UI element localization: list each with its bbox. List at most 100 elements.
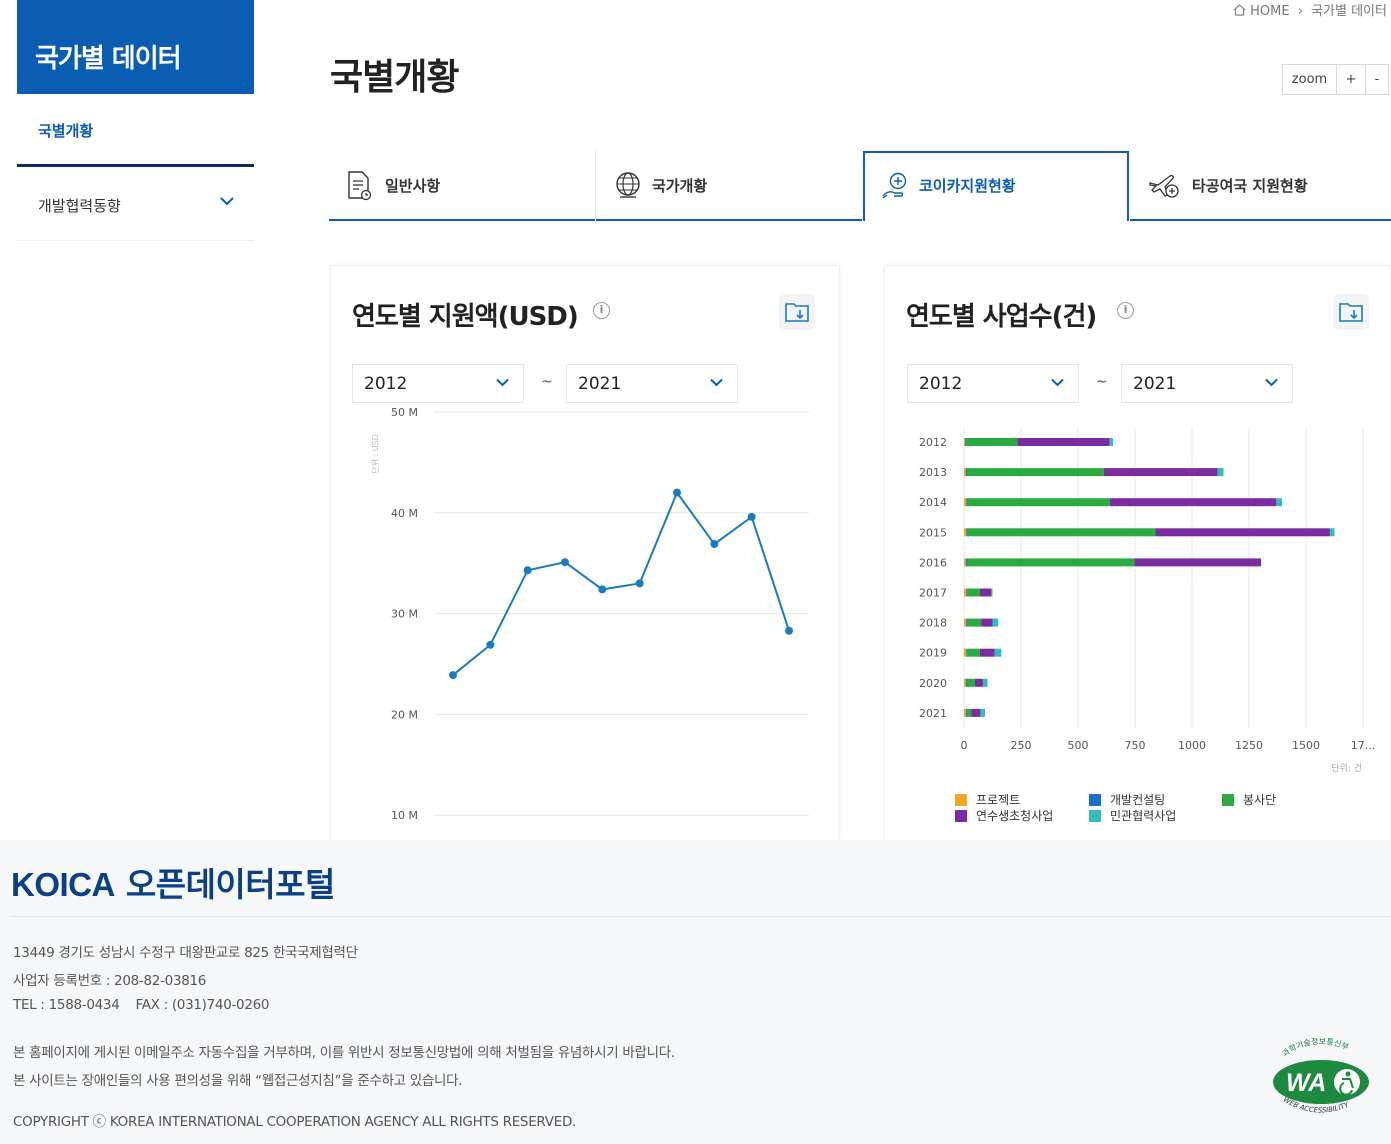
y-tick-label: 2014 xyxy=(919,496,947,509)
footer: KOICA 오픈데이터포털 13449 경기도 성남시 수정구 대왕판교로 82… xyxy=(0,840,1391,1144)
tab-label: 국가개황 xyxy=(652,177,708,195)
sidebar-item-label: 개발협력동향 xyxy=(38,197,121,215)
tab-general[interactable]: 일반사항 xyxy=(329,151,595,221)
bar-segment xyxy=(971,708,981,717)
x-tick-label: 1500 xyxy=(1292,739,1320,752)
select-value: 2021 xyxy=(1133,374,1177,394)
tab-country[interactable]: 국가개황 xyxy=(596,151,862,221)
zoom-out-button[interactable]: - xyxy=(1374,72,1380,87)
year-from-select[interactable]: 2012 xyxy=(907,364,1079,403)
bar-segment xyxy=(964,528,967,537)
bar-segment xyxy=(1109,438,1114,446)
bar-segment xyxy=(979,588,992,597)
zoom-label: zoom xyxy=(1283,65,1337,94)
chevron-down-icon xyxy=(496,378,509,387)
bar-segment xyxy=(965,558,967,567)
data-point xyxy=(598,585,607,594)
bar-segment xyxy=(982,678,988,687)
bar-segment xyxy=(981,618,993,627)
select-value: 2021 xyxy=(578,374,622,394)
download-button[interactable] xyxy=(1333,294,1369,330)
select-value: 2012 xyxy=(919,374,963,394)
web-accessibility-mark: 과학기술정보통신부 WA WEB ACCESSIBILITY xyxy=(1273,1038,1369,1115)
data-point xyxy=(673,488,681,497)
panel-title: 연도별 지원액(USD) xyxy=(352,302,579,332)
chevron-down-icon xyxy=(1051,378,1064,387)
chevron-down-icon xyxy=(220,197,234,206)
y-tick-label: 50 M xyxy=(391,406,418,419)
bar-segment xyxy=(964,438,966,446)
zoom-in-button[interactable]: + xyxy=(1337,65,1366,94)
bar-segment xyxy=(964,678,966,687)
zoom-control: zoom + - xyxy=(1282,64,1389,95)
bar-chart: 0 250 500 750 1000 1250 1500 17... 단위: 건 2012 2013… xyxy=(919,427,1376,823)
home-icon[interactable] xyxy=(1233,4,1246,16)
x-tick-label: 17... xyxy=(1351,739,1376,752)
y-tick-label: 2018 xyxy=(919,617,947,630)
bar-segment xyxy=(967,498,1110,507)
tab-koica-support[interactable]: 코이카지원현황 xyxy=(863,151,1129,221)
data-point xyxy=(523,566,532,575)
series-line xyxy=(452,490,790,676)
y-tick-label: 2020 xyxy=(919,677,947,690)
wa-mark: WA xyxy=(1286,1069,1326,1097)
data-point xyxy=(785,626,793,635)
y-tick-label: 2017 xyxy=(919,587,947,600)
data-point xyxy=(561,558,569,567)
info-icon[interactable]: i xyxy=(1117,302,1134,319)
bar-segment xyxy=(979,648,995,657)
sidebar-item-trends[interactable]: 개발협력동향 xyxy=(17,167,254,241)
y-tick-label: 20 M xyxy=(391,708,418,721)
logo-portal: 오픈데이터포털 xyxy=(125,865,336,904)
panel-support-amount: 연도별 지원액(USD) i 2012 ~ 2021 단위 : USD 50 M 4… xyxy=(330,265,840,840)
bar-segment xyxy=(966,438,1018,446)
footer-divider xyxy=(11,916,1391,917)
sidebar-item-overview[interactable]: 국별개황 xyxy=(17,94,254,167)
bar-segment xyxy=(1109,498,1277,507)
page-title: 국별개황 xyxy=(330,57,459,98)
x-tick-label: 1000 xyxy=(1178,739,1206,752)
bar-segment xyxy=(964,468,966,477)
tab-other-donors[interactable]: 타공여국 지원현황 xyxy=(1130,151,1391,221)
year-to-select[interactable]: 2021 xyxy=(1121,364,1293,403)
x-tick-label: 250 xyxy=(1011,739,1032,752)
bar-segment xyxy=(966,558,1135,567)
document-icon xyxy=(348,171,372,201)
year-from-select[interactable]: 2012 xyxy=(352,364,524,403)
bar-segment xyxy=(967,648,980,657)
year-to-select[interactable]: 2021 xyxy=(566,364,738,403)
y-tick-label: 2016 xyxy=(919,556,947,569)
y-tick-label: 30 M xyxy=(391,608,418,621)
x-tick-label: 500 xyxy=(1068,739,1089,752)
y-tick-label: 2021 xyxy=(919,707,947,720)
tab-label: 코이카지원현황 xyxy=(919,177,1016,195)
bar-segment xyxy=(1329,528,1335,537)
legend-swatch xyxy=(955,810,967,822)
footer-address: 13449 경기도 성남시 수정구 대왕판교로 825 한국국제협력단 xyxy=(13,945,358,961)
x-tick-label: 750 xyxy=(1125,739,1146,752)
legend-swatch xyxy=(1089,794,1101,806)
legend-label: 민관협력사업 xyxy=(1110,809,1176,823)
folder-download-icon xyxy=(785,303,809,322)
footer-copyright: COPYRIGHT ⓒ KOREA INTERNATIONAL COOPERAT… xyxy=(13,1114,577,1130)
legend-label: 봉사단 xyxy=(1243,793,1276,807)
download-button[interactable] xyxy=(779,294,815,330)
bar-segment xyxy=(1017,438,1110,446)
breadcrumb-current[interactable]: 국가별 데이터 xyxy=(1311,4,1387,19)
sidebar-header: 국가별 데이터 xyxy=(17,0,254,94)
bar-segment xyxy=(991,588,993,597)
chevron-down-icon xyxy=(1265,378,1278,387)
bar-segment xyxy=(967,588,980,597)
bar-segment xyxy=(966,708,972,717)
bar-segment xyxy=(964,498,967,507)
info-icon[interactable]: i xyxy=(593,302,610,319)
x-tick-label: 1250 xyxy=(1235,739,1263,752)
bar-segment xyxy=(967,528,1156,537)
panel-project-count: 연도별 사업수(건) i 2012 ~ 2021 0 250 500 750 1000 1… xyxy=(884,265,1391,840)
breadcrumb-home[interactable]: HOME xyxy=(1250,4,1290,19)
legend-label: 개발컨설팅 xyxy=(1110,793,1165,807)
panel-title: 연도별 사업수(건) xyxy=(906,302,1097,332)
bar-segment xyxy=(965,678,967,687)
footer-logo[interactable]: KOICA 오픈데이터포털 xyxy=(11,858,335,906)
